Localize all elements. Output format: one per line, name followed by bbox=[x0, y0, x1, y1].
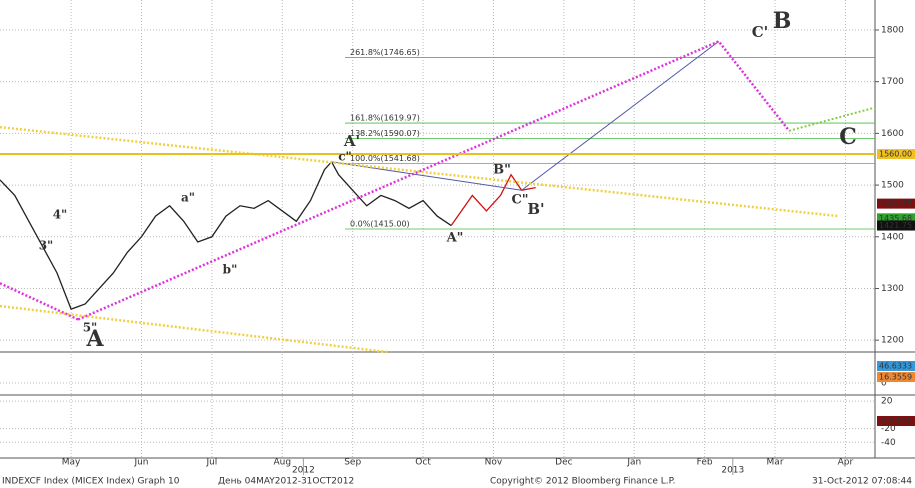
price-tag-label: 1464.15 bbox=[879, 199, 912, 208]
price-tag-label: -8.9343 bbox=[879, 417, 910, 426]
wave-label: C' bbox=[752, 23, 769, 41]
wave-label: b" bbox=[223, 263, 238, 277]
footer-range: День 04MAY2012-31OCT2012 bbox=[218, 477, 354, 487]
fib-label: 100.0%(1541.68) bbox=[350, 154, 420, 163]
series-line bbox=[0, 125, 839, 218]
wave-label: B' bbox=[527, 200, 544, 218]
price-tag-label: 16.3559 bbox=[879, 373, 912, 382]
x-tick-label: Jan bbox=[626, 458, 641, 468]
price-tag bbox=[877, 149, 915, 160]
fib-label: 261.8%(1746.65) bbox=[350, 48, 420, 57]
series-line bbox=[788, 106, 876, 132]
wave-label: c" bbox=[338, 150, 352, 164]
wave-label: 4" bbox=[53, 208, 68, 222]
price-tag bbox=[877, 213, 915, 224]
y-tick-label: 1800 bbox=[881, 25, 904, 35]
x-tick-label: May bbox=[62, 458, 81, 468]
y-tick-label: 1400 bbox=[881, 232, 904, 242]
fib-label: 161.8%(1619.97) bbox=[350, 114, 420, 123]
fib-label: 0.0%(1415.00) bbox=[350, 220, 410, 229]
x-tick-label: Mar bbox=[767, 458, 784, 468]
price-tag bbox=[877, 198, 915, 209]
price-tag bbox=[877, 360, 915, 371]
y-tick-label: -20 bbox=[881, 424, 896, 434]
year-label: 2012 bbox=[292, 466, 315, 476]
x-tick-label: Feb bbox=[697, 458, 713, 468]
fib-label: 138.2%(1590.07) bbox=[350, 129, 420, 138]
x-tick-label: Nov bbox=[485, 458, 503, 468]
wave-label: B bbox=[773, 8, 792, 34]
wave-label: A" bbox=[446, 231, 464, 246]
series-line bbox=[0, 160, 452, 310]
x-tick-label: Jul bbox=[205, 458, 217, 468]
wave-label: 5" bbox=[83, 321, 98, 335]
footer-time: 31-Oct-2012 07:08:44 bbox=[812, 477, 912, 487]
x-tick-label: Jun bbox=[133, 458, 148, 468]
x-tick-label: Apr bbox=[838, 458, 854, 468]
y-tick-label: 0 bbox=[881, 379, 887, 389]
y-tick-label: 20 bbox=[881, 397, 893, 407]
wave-label: a" bbox=[181, 191, 195, 205]
wave-label: C bbox=[839, 124, 857, 150]
price-tag bbox=[877, 220, 915, 231]
price-tag-label: 1435.68 bbox=[879, 214, 912, 223]
y-tick-label: 1500 bbox=[881, 181, 904, 191]
x-tick-label: Aug bbox=[273, 458, 291, 468]
footer-copyright: Copyright© 2012 Bloomberg Finance L.P. bbox=[490, 477, 675, 487]
x-tick-label: Dec bbox=[555, 458, 572, 468]
price-tag-label: 46.6333 bbox=[879, 361, 912, 370]
y-tick-label: 1200 bbox=[881, 336, 904, 346]
wave-label: A bbox=[85, 326, 104, 352]
footer-left: INDEXCF Index (MICEX Index) Graph 10 bbox=[2, 477, 180, 487]
x-tick-label: Sep bbox=[344, 458, 361, 468]
wave-label: A' bbox=[343, 132, 360, 150]
wave-label: 3" bbox=[39, 239, 54, 253]
series-line bbox=[0, 304, 389, 354]
price-tag-label: 1421.75 bbox=[879, 221, 912, 230]
y-tick-label: -40 bbox=[881, 438, 896, 448]
price-tag-label: 1560.00 bbox=[879, 150, 912, 159]
series-line bbox=[331, 40, 720, 191]
y-tick-label: 1300 bbox=[881, 284, 904, 294]
wave-label: B" bbox=[493, 163, 511, 178]
price-tag bbox=[877, 372, 915, 383]
series-line bbox=[77, 39, 791, 321]
wave-label: C" bbox=[511, 193, 528, 208]
y-tick-label: 1600 bbox=[881, 129, 904, 139]
year-label: 2013 bbox=[721, 466, 744, 476]
price-tag bbox=[877, 416, 915, 427]
x-tick-label: Oct bbox=[415, 458, 431, 468]
y-tick-label: 1700 bbox=[881, 77, 904, 87]
